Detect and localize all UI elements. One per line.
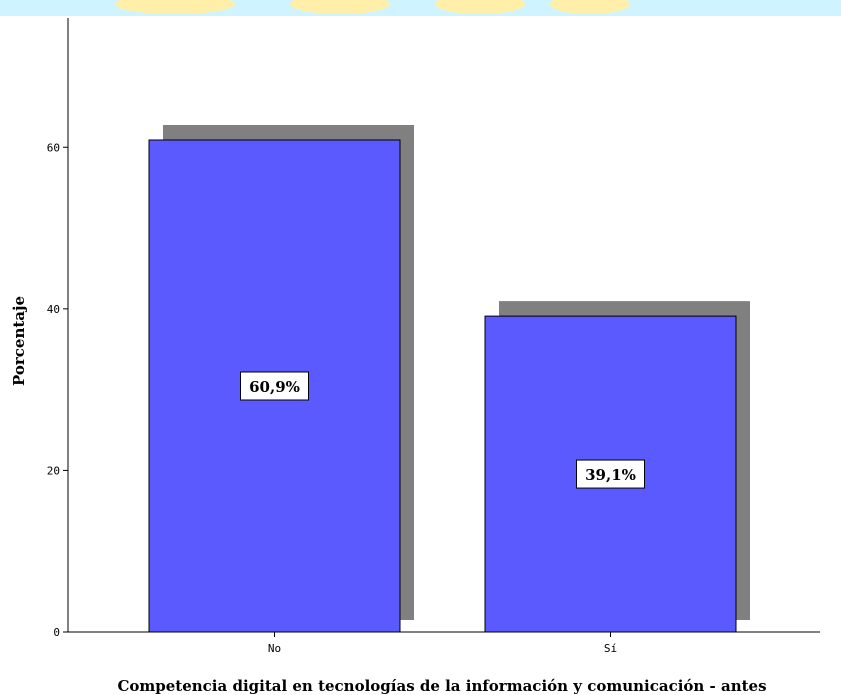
top-decorative-band bbox=[0, 0, 841, 16]
x-ticks-layer: No Sí bbox=[268, 632, 617, 655]
y-ticks-layer: 0 20 40 60 bbox=[47, 141, 68, 639]
data-label-box bbox=[240, 371, 309, 401]
x-tick-label: Sí bbox=[604, 642, 617, 655]
axes-layer bbox=[67, 18, 820, 633]
y-tick-label: 40 bbox=[47, 303, 60, 316]
top-band-blob bbox=[115, 0, 235, 14]
data-label: 60,9% bbox=[249, 378, 300, 396]
top-band-blob bbox=[435, 0, 525, 14]
y-tick-label: 60 bbox=[47, 141, 60, 154]
y-axis-title: Porcentaje bbox=[10, 296, 28, 386]
top-band-blob bbox=[550, 0, 630, 14]
data-labels-layer: 60,9% 39,1% bbox=[240, 371, 645, 489]
data-label: 39,1% bbox=[585, 466, 636, 484]
y-tick-label: 20 bbox=[47, 464, 60, 477]
x-tick-label: No bbox=[268, 642, 281, 655]
bars-layer bbox=[148, 124, 750, 633]
x-axis-title: Competencia digital en tecnologías de la… bbox=[117, 677, 766, 695]
data-label-box bbox=[576, 459, 645, 489]
top-band-blob bbox=[290, 0, 390, 14]
y-tick-label: 0 bbox=[53, 626, 60, 639]
